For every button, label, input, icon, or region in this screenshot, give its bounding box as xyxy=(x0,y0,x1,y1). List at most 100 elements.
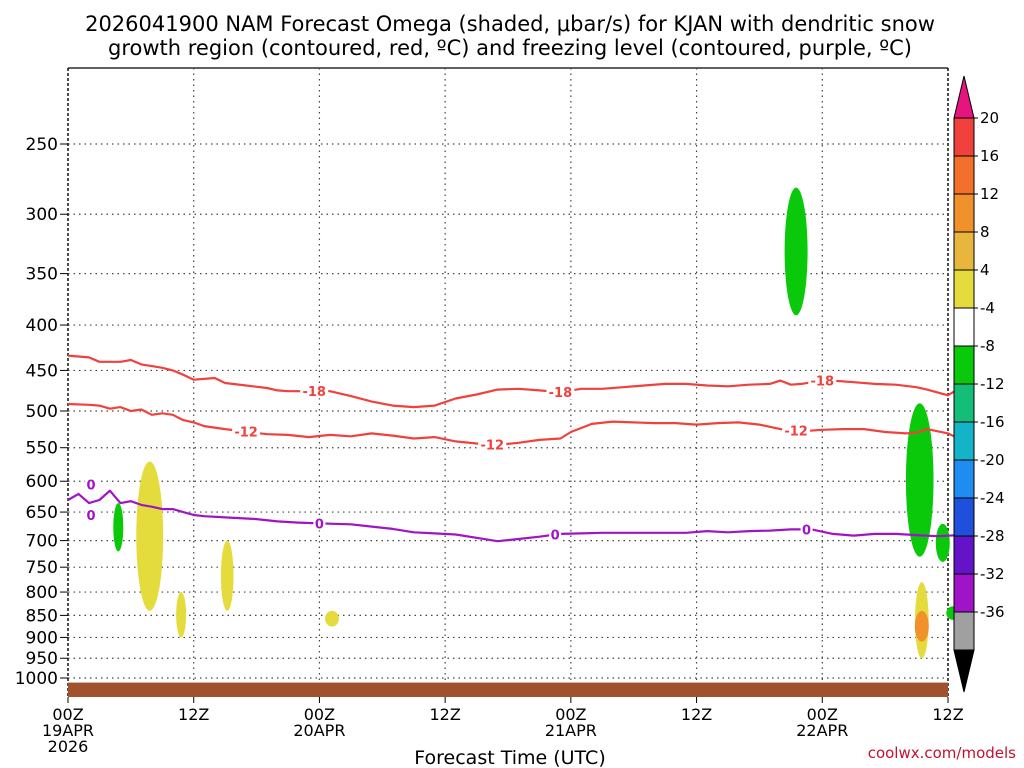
omega-region-9 xyxy=(325,610,339,627)
colorbar-top-arrow xyxy=(953,75,975,119)
y-tick-label-900: 900 xyxy=(26,628,58,648)
colorbar-label-2: 16 xyxy=(980,147,999,165)
y-tick-label-500: 500 xyxy=(26,402,58,422)
x-tick-label-72-1: 00Z xyxy=(807,705,838,724)
contour-label-2-1: -12 xyxy=(234,426,258,441)
contour-label-bg-3-5 xyxy=(800,522,813,537)
omega-region-11 xyxy=(914,610,929,642)
omega-region-6 xyxy=(136,461,164,611)
x-tick-label-0-2: 19APR xyxy=(42,721,94,740)
y-tick-label-250: 250 xyxy=(26,135,58,155)
colorbar-bin-12 xyxy=(953,535,975,575)
contour-label-1-1: -18 xyxy=(302,385,326,400)
colorbar-label-3: 12 xyxy=(980,185,999,203)
colorbar-bin-9 xyxy=(953,421,975,461)
colorbar-label-7: -8 xyxy=(980,337,995,355)
x-tick-label-0-1: 00Z xyxy=(52,705,83,724)
colorbar-bin-5 xyxy=(953,269,975,309)
contour-label-3-2: 0 xyxy=(87,509,96,524)
y-tick-label-850: 850 xyxy=(26,606,58,626)
contour-label-bg-3-1 xyxy=(85,477,98,492)
y-tick-label-750: 750 xyxy=(26,558,58,578)
colorbar-label-6: -4 xyxy=(980,299,995,317)
contour-3-line xyxy=(67,489,959,543)
colorbar-bin-4 xyxy=(953,231,975,271)
colorbar-bin-7 xyxy=(953,345,975,385)
plot-frame xyxy=(67,67,949,697)
x-tick-label-60-1: 12Z xyxy=(681,705,712,724)
colorbar-label-8: -12 xyxy=(980,375,1005,393)
x-tick-label-84-1: 12Z xyxy=(932,705,963,724)
omega-region-2 xyxy=(113,503,124,552)
colorbar-label-5: 4 xyxy=(980,261,990,279)
colorbar-bottom-arrow xyxy=(953,649,975,693)
y-tick-label-350: 350 xyxy=(26,265,58,285)
contour-label-1-3: -18 xyxy=(811,375,835,390)
contour-label-bg-1-2 xyxy=(546,385,575,400)
y-tick-label-650: 650 xyxy=(26,503,58,523)
x-tick-label-24-1: 00Z xyxy=(304,705,335,724)
omega-region-7 xyxy=(176,592,187,638)
colorbar-label-9: -16 xyxy=(980,413,1005,431)
x-tick-label-0-3: 2026 xyxy=(48,737,89,756)
y-tick-label-950: 950 xyxy=(26,649,58,669)
omega-shading xyxy=(113,187,961,659)
colorbar-label-12: -28 xyxy=(980,527,1005,545)
omega-region-8 xyxy=(220,540,234,611)
contour-label-bg-2-2 xyxy=(478,437,507,452)
colorbar-label-4: 8 xyxy=(980,223,990,241)
omega-region-3 xyxy=(905,403,934,557)
y-tick-label-450: 450 xyxy=(26,361,58,381)
contour-label-bg-3-4 xyxy=(549,527,562,542)
contour-labels: -18 -18 -18 -12 -12 -12 0 0 0 0 0 xyxy=(85,373,837,544)
chart-title-line-2: growth region (contoured, red, ºC) and f… xyxy=(108,36,912,60)
terrain-band xyxy=(68,682,948,697)
y-tick-label-550: 550 xyxy=(26,439,58,459)
y-tick-label-300: 300 xyxy=(26,205,58,225)
contour-label-bg-3-2 xyxy=(85,508,98,523)
colorbar-label-1: 20 xyxy=(980,109,999,127)
colorbar: 20 16 12 8 4 -4 -8 -12 -16 -20 -24 -28 -32 -36 xyxy=(953,75,1005,693)
colorbar-label-14: -36 xyxy=(980,603,1005,621)
chart-title-line-1: 2026041900 NAM Forecast Omega (shaded, μ… xyxy=(85,12,935,36)
colorbar-bin-8 xyxy=(953,383,975,423)
y-axis-ticks: 2503003504004505005506006507007508008509… xyxy=(15,135,68,689)
y-tick-label-600: 600 xyxy=(26,472,58,492)
contour-label-3-5: 0 xyxy=(802,523,811,538)
colorbar-bin-3 xyxy=(953,193,975,233)
x-tick-label-72-2: 22APR xyxy=(796,721,848,740)
contour-label-bg-1-1 xyxy=(300,384,329,399)
x-tick-label-48-1: 00Z xyxy=(555,705,586,724)
contour-label-3-4: 0 xyxy=(551,529,560,544)
credit-text[interactable]: coolwx.com/models xyxy=(868,744,1016,762)
contour-label-3-1: 0 xyxy=(87,478,96,493)
omega-region-1 xyxy=(784,187,808,316)
terrain-fill xyxy=(68,682,948,697)
y-tick-label-1000: 1000 xyxy=(15,669,58,689)
contour-label-bg-1-3 xyxy=(808,373,837,388)
contour-label-2-2: -12 xyxy=(481,439,505,454)
x-tick-label-12-1: 12Z xyxy=(178,705,209,724)
colorbar-label-11: -24 xyxy=(980,489,1005,507)
x-tick-label-24-2: 20APR xyxy=(293,721,345,740)
x-axis-label: Forecast Time (UTC) xyxy=(414,747,605,768)
colorbar-bin-14 xyxy=(953,611,975,651)
contour-label-bg-2-1 xyxy=(232,424,261,439)
contour-label-bg-3-3 xyxy=(313,516,326,531)
contour-2-line xyxy=(67,402,959,446)
colorbar-bin-13 xyxy=(953,573,975,613)
colorbar-label-10: -20 xyxy=(980,451,1005,469)
x-tick-label-36-1: 12Z xyxy=(429,705,460,724)
colorbar-bin-11 xyxy=(953,497,975,537)
y-tick-label-400: 400 xyxy=(26,316,58,336)
y-tick-label-700: 700 xyxy=(26,532,58,552)
colorbar-bin-6 xyxy=(953,307,975,347)
colorbar-label-13: -32 xyxy=(980,565,1005,583)
x-tick-label-48-2: 21APR xyxy=(545,721,597,740)
colorbar-bin-10 xyxy=(953,459,975,499)
contour-label-2-3: -12 xyxy=(784,425,808,440)
colorbar-bin-2 xyxy=(953,155,975,195)
y-tick-label-800: 800 xyxy=(26,583,58,603)
